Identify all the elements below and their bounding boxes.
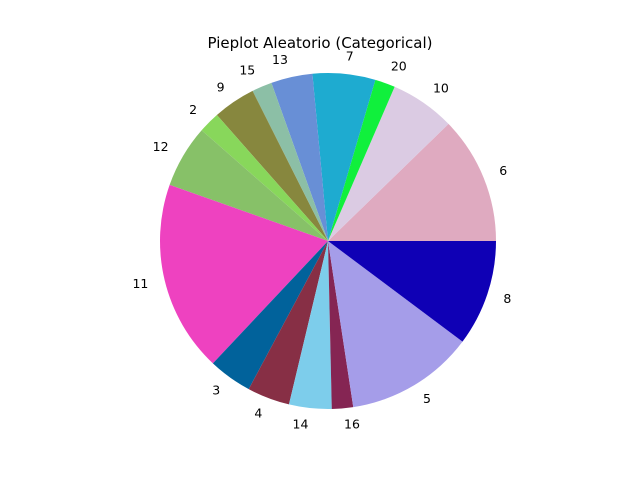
pie-label-4: 4	[254, 405, 262, 420]
pie-slice-15	[252, 82, 328, 241]
pie-label-16: 16	[344, 417, 360, 432]
pie-slice-13	[271, 73, 328, 241]
pie-slice-4	[248, 241, 328, 405]
pie-slice-14	[288, 241, 332, 409]
chart-title: Pieplot Aleatorio (Categorical)	[207, 34, 433, 52]
pie-slice-6	[328, 123, 496, 241]
pie-slice-20	[328, 79, 395, 242]
pie-label-2: 2	[189, 102, 197, 117]
pie-label-10: 10	[433, 80, 449, 95]
pie-label-5: 5	[423, 391, 431, 406]
pie-slice-5	[328, 241, 463, 408]
pie-slice-11	[160, 184, 328, 364]
pie-labels: 6 10 20 7 13 15 9 2 12 11 3 4 14 16 5 8	[132, 49, 511, 432]
pie-slice-12	[169, 130, 328, 241]
pie-label-6: 6	[499, 163, 507, 178]
pie-slice-7	[312, 73, 376, 241]
pie-label-14: 14	[293, 416, 309, 431]
pie-label-12: 12	[153, 139, 169, 154]
pie-label-13: 13	[272, 52, 288, 67]
pie-label-3: 3	[212, 383, 220, 398]
pie-label-7: 7	[346, 49, 354, 64]
pie-slice-16	[328, 241, 354, 409]
pie-label-20: 20	[391, 59, 407, 74]
pie-slice-3	[212, 241, 328, 390]
pie-slice-9	[216, 90, 328, 241]
pie-label-15: 15	[239, 63, 255, 78]
pie-slice-8	[328, 241, 496, 342]
pie-slice-10	[328, 86, 449, 241]
pie-slice-2	[201, 115, 328, 241]
pie-label-8: 8	[503, 291, 511, 306]
pie-label-11: 11	[132, 276, 148, 291]
pie-slices	[160, 73, 496, 409]
pie-label-9: 9	[217, 79, 225, 94]
